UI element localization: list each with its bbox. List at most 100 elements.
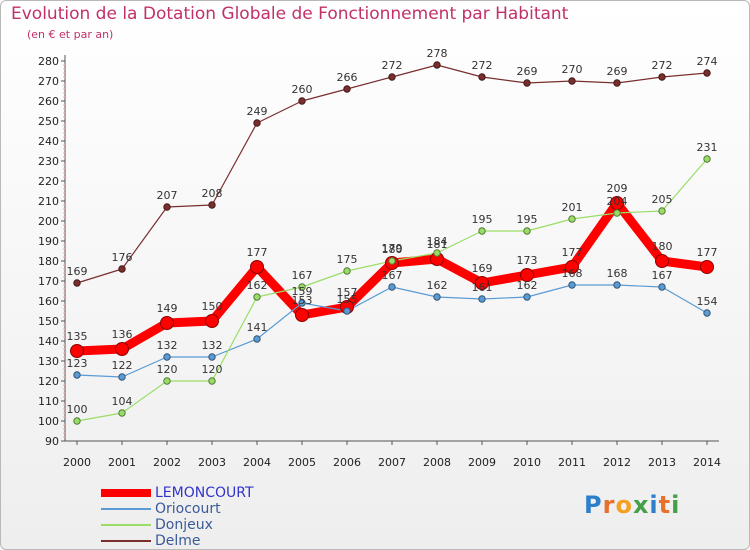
y-tick-label: 110 bbox=[38, 395, 59, 408]
data-label-oriocourt: 154 bbox=[697, 295, 718, 308]
x-tick-label: 2008 bbox=[423, 456, 451, 469]
data-point-delme bbox=[163, 203, 171, 211]
y-tick-label: 120 bbox=[38, 375, 59, 388]
data-point-donjeux bbox=[208, 377, 216, 385]
data-label-delme: 270 bbox=[562, 63, 583, 76]
data-label-lemoncourt: 136 bbox=[112, 328, 133, 341]
x-tick-label: 2002 bbox=[153, 456, 181, 469]
data-label-donjeux: 184 bbox=[427, 235, 448, 248]
data-point-delme bbox=[478, 73, 486, 81]
data-label-donjeux: 231 bbox=[697, 141, 718, 154]
data-label-delme: 249 bbox=[247, 105, 268, 118]
data-label-lemoncourt: 177 bbox=[247, 246, 268, 259]
data-label-delme: 207 bbox=[157, 189, 178, 202]
data-point-lemoncourt bbox=[520, 268, 534, 282]
legend-label: Donjeux bbox=[155, 517, 213, 533]
data-point-lemoncourt bbox=[205, 314, 219, 328]
data-point-lemoncourt bbox=[700, 260, 714, 274]
data-label-lemoncourt: 173 bbox=[517, 254, 538, 267]
data-label-donjeux: 120 bbox=[157, 363, 178, 376]
data-label-donjeux: 175 bbox=[337, 253, 358, 266]
data-point-oriocourt bbox=[163, 353, 171, 361]
data-label-lemoncourt: 177 bbox=[562, 246, 583, 259]
data-point-donjeux bbox=[388, 257, 396, 265]
x-tick-label: 2000 bbox=[63, 456, 91, 469]
data-label-delme: 260 bbox=[292, 83, 313, 96]
y-tick-label: 160 bbox=[38, 295, 59, 308]
chart-title: Evolution de la Dotation Globale de Fonc… bbox=[11, 4, 569, 24]
data-point-lemoncourt bbox=[475, 276, 489, 290]
data-label-donjeux: 201 bbox=[562, 201, 583, 214]
x-tick-label: 2009 bbox=[468, 456, 496, 469]
data-point-oriocourt bbox=[118, 373, 126, 381]
chart-subtitle: (en € et par an) bbox=[27, 28, 114, 41]
logo-letter: o bbox=[615, 491, 633, 519]
data-point-lemoncourt bbox=[160, 316, 174, 330]
proxiti-logo: Proxiti bbox=[584, 491, 680, 519]
data-label-lemoncourt: 179 bbox=[382, 242, 403, 255]
data-label-lemoncourt: 149 bbox=[157, 302, 178, 315]
data-point-delme bbox=[433, 61, 441, 69]
data-point-delme bbox=[388, 73, 396, 81]
y-tick-label: 220 bbox=[38, 175, 59, 188]
data-point-delme bbox=[298, 97, 306, 105]
data-label-donjeux: 162 bbox=[247, 279, 268, 292]
data-label-lemoncourt: 177 bbox=[697, 246, 718, 259]
x-tick-label: 2010 bbox=[513, 456, 541, 469]
data-label-lemoncourt: 169 bbox=[472, 262, 493, 275]
data-point-oriocourt bbox=[73, 371, 81, 379]
data-point-oriocourt bbox=[433, 293, 441, 301]
data-label-lemoncourt: 153 bbox=[292, 294, 313, 307]
data-point-delme bbox=[613, 79, 621, 87]
x-tick-label: 2005 bbox=[288, 456, 316, 469]
legend-label: LEMONCOURT bbox=[155, 485, 254, 501]
logo-letter: t bbox=[658, 491, 672, 519]
data-point-lemoncourt bbox=[295, 308, 309, 322]
x-tick-label: 2012 bbox=[603, 456, 631, 469]
logo-letter: P bbox=[584, 491, 603, 519]
y-tick-label: 170 bbox=[38, 275, 59, 288]
data-label-oriocourt: 161 bbox=[472, 281, 493, 294]
logo-letter: r bbox=[602, 491, 616, 519]
data-label-delme: 269 bbox=[607, 65, 628, 78]
legend-swatch bbox=[101, 508, 151, 510]
data-point-donjeux bbox=[613, 209, 621, 217]
data-point-lemoncourt bbox=[115, 342, 129, 356]
y-tick-label: 150 bbox=[38, 315, 59, 328]
data-point-donjeux bbox=[658, 207, 666, 215]
data-label-delme: 266 bbox=[337, 71, 358, 84]
data-point-oriocourt bbox=[388, 283, 396, 291]
data-point-oriocourt bbox=[658, 283, 666, 291]
legend-label: Delme bbox=[155, 533, 201, 549]
data-label-delme: 274 bbox=[697, 55, 718, 68]
data-point-donjeux bbox=[298, 283, 306, 291]
data-point-oriocourt bbox=[568, 281, 576, 289]
data-label-donjeux: 104 bbox=[112, 395, 133, 408]
data-point-delme bbox=[208, 201, 216, 209]
x-tick-label: 2004 bbox=[243, 456, 271, 469]
x-tick-label: 2003 bbox=[198, 456, 226, 469]
data-point-delme bbox=[523, 79, 531, 87]
data-label-lemoncourt: 157 bbox=[337, 286, 358, 299]
data-point-oriocourt bbox=[208, 353, 216, 361]
data-point-oriocourt bbox=[253, 335, 261, 343]
y-tick-label: 260 bbox=[38, 95, 59, 108]
y-tick-label: 210 bbox=[38, 195, 59, 208]
data-label-oriocourt: 168 bbox=[607, 267, 628, 280]
legend-item-oriocourt: Oriocourt bbox=[101, 501, 254, 517]
x-tick-label: 2001 bbox=[108, 456, 136, 469]
y-tick-label: 130 bbox=[38, 355, 59, 368]
data-label-lemoncourt: 209 bbox=[607, 182, 628, 195]
data-point-donjeux bbox=[568, 215, 576, 223]
data-point-oriocourt bbox=[523, 293, 531, 301]
data-point-lemoncourt bbox=[565, 260, 579, 274]
data-label-donjeux: 195 bbox=[517, 213, 538, 226]
data-label-oriocourt: 123 bbox=[67, 357, 88, 370]
data-point-donjeux bbox=[253, 293, 261, 301]
y-tick-label: 180 bbox=[38, 255, 59, 268]
x-tick-label: 2013 bbox=[648, 456, 676, 469]
data-label-oriocourt: 132 bbox=[157, 339, 178, 352]
data-point-oriocourt bbox=[298, 299, 306, 307]
